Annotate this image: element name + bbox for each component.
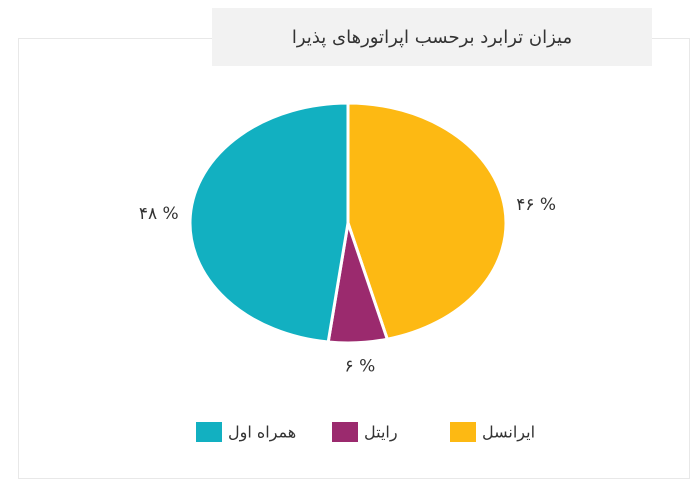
legend-swatch [450, 422, 476, 442]
data-label: ۶ % [345, 357, 376, 377]
data-label: ۴۶ % [516, 195, 556, 215]
legend-label: رایتل [364, 423, 398, 443]
legend-label: ایرانسل [482, 423, 535, 443]
chart-title: میزان ترابرد برحسب اپراتورهای پذیرا [292, 27, 572, 48]
data-label: ۴۸ % [139, 204, 179, 224]
legend-swatch [332, 422, 358, 442]
legend-swatch [196, 422, 222, 442]
title-box [212, 8, 652, 66]
pie-slice [188, 101, 350, 344]
pie-slice [346, 101, 508, 341]
legend-label: همراه اول [228, 423, 296, 443]
